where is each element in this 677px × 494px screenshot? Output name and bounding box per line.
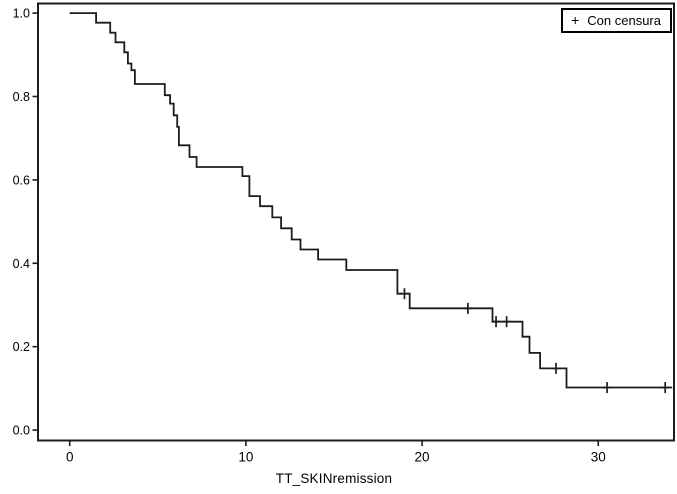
x-axis-title: TT_SKINremission xyxy=(275,471,393,486)
x-tick-label: 30 xyxy=(591,450,606,465)
legend-label: Con censura xyxy=(587,13,661,28)
legend-box: + Con censura xyxy=(561,8,672,33)
x-tick-label: 20 xyxy=(415,450,430,465)
y-tick-label: 0.2 xyxy=(13,340,30,354)
survival-step-curve xyxy=(69,12,673,389)
y-tick-label: 0.6 xyxy=(13,173,30,187)
y-tick-label: 1.0 xyxy=(13,7,30,21)
y-tick-label: 0.8 xyxy=(13,90,30,104)
plot-frame xyxy=(37,2,675,442)
x-tick-label: 0 xyxy=(66,450,74,465)
y-tick-label: 0.0 xyxy=(13,424,30,438)
y-tick-label: 0.4 xyxy=(13,257,30,271)
x-tick-label: 10 xyxy=(238,450,253,465)
censor-plus-icon: + xyxy=(571,11,580,28)
